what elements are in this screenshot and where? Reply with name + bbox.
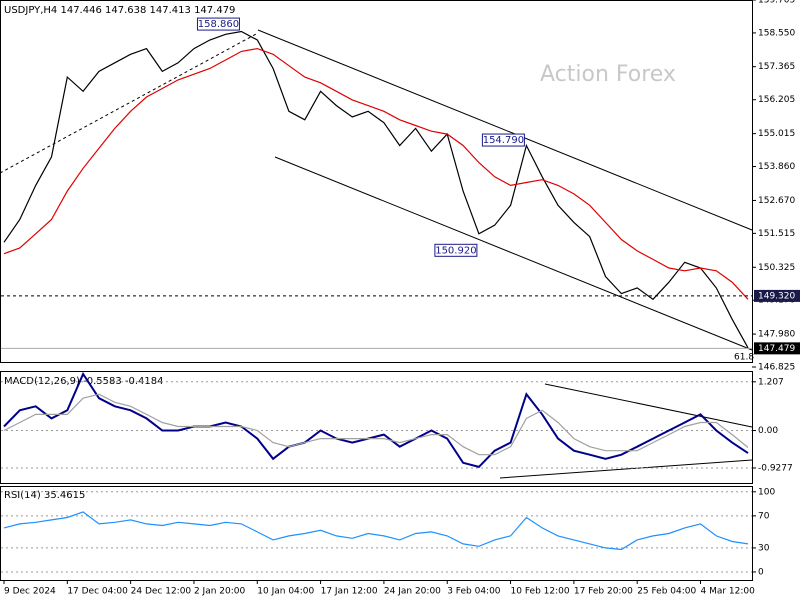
x-tick-label: 24 Jan 20:00	[384, 587, 441, 597]
level-label: 147.479	[758, 344, 795, 354]
y-tick-label: 155.015	[758, 129, 795, 139]
x-tick-label: 10 Feb 12:00	[511, 587, 570, 597]
rsi-panel	[0, 486, 753, 581]
series-line	[3, 511, 749, 551]
macd-trend-line	[499, 459, 753, 479]
macd-title: MACD(12,26,9) -0.5583 -0.4184	[4, 376, 164, 387]
y-tick-label: 159.705	[758, 0, 795, 6]
macd-trend-line	[544, 383, 753, 428]
annotation-label: 158.860	[198, 19, 239, 30]
x-tick-label: 17 Feb 20:00	[574, 587, 633, 597]
x-tick-label: 17 Jan 12:00	[321, 587, 378, 597]
series-line	[3, 393, 749, 456]
y-tick-label: 1.207	[758, 377, 784, 387]
y-tick-label: 153.860	[758, 162, 795, 172]
level-label: 149.320	[758, 291, 795, 301]
y-tick-label: 157.365	[758, 62, 795, 72]
x-tick-label: 24 Dec 12:00	[131, 587, 192, 597]
x-tick-label: 9 Dec 2024	[4, 587, 56, 597]
x-tick-label: 2 Jan 20:00	[194, 587, 246, 597]
y-tick-label: 147.980	[758, 330, 795, 340]
y-tick-label: 158.550	[758, 28, 795, 38]
macd-panel	[0, 371, 753, 484]
y-tick-label: 150.325	[758, 263, 795, 273]
y-tick-label: 146.825	[758, 363, 795, 373]
y-tick-label: 0.00	[758, 426, 778, 436]
x-tick-label: 17 Dec 04:00	[67, 587, 128, 597]
annotation: 154.790	[481, 133, 525, 147]
level-box	[754, 342, 800, 355]
annotation-box	[481, 133, 525, 147]
series-line	[3, 47, 749, 300]
annotation-label: 154.790	[483, 135, 524, 146]
annotation: 150.920	[434, 243, 478, 257]
channel-line	[274, 156, 753, 351]
fib-label: 61.8	[734, 353, 754, 363]
annotation-box	[196, 17, 240, 31]
trend-line	[0, 32, 259, 174]
y-tick-label: 0	[758, 567, 764, 577]
y-tick-label: 152.670	[758, 196, 795, 206]
price-panel	[0, 0, 753, 363]
watermark: Action Forex	[540, 62, 676, 87]
y-tick-label: 70	[758, 511, 770, 521]
x-tick-label: 25 Feb 04:00	[637, 587, 696, 597]
y-tick-label: 100	[758, 487, 775, 497]
x-tick-label: 10 Jan 04:00	[257, 587, 314, 597]
x-tick-label: 3 Feb 04:00	[447, 587, 501, 597]
price-title: USDJPY,H4 147.446 147.638 147.413 147.47…	[4, 5, 235, 16]
annotation-box	[434, 243, 478, 257]
y-tick-label: 30	[758, 543, 770, 553]
annotation: 158.860	[196, 17, 240, 31]
y-tick-label: 156.205	[758, 95, 795, 105]
y-tick-label: 151.515	[758, 229, 795, 239]
annotation-label: 150.920	[435, 245, 476, 256]
series-line	[3, 30, 749, 349]
level-box	[754, 289, 800, 302]
y-tick-label: -0.9277	[758, 463, 793, 473]
rsi-title: RSI(14) 35.4615	[4, 490, 85, 501]
x-tick-label: 4 Mar 12:00	[701, 587, 756, 597]
channel-line	[257, 29, 753, 231]
series-line	[3, 371, 749, 469]
